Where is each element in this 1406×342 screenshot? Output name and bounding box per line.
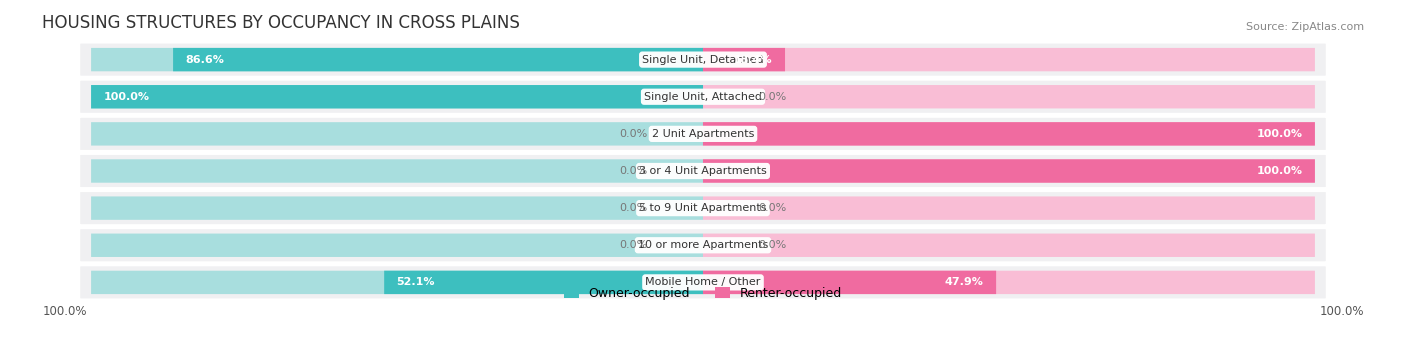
Text: 0.0%: 0.0% (620, 129, 648, 139)
FancyBboxPatch shape (91, 159, 703, 183)
Text: HOUSING STRUCTURES BY OCCUPANCY IN CROSS PLAINS: HOUSING STRUCTURES BY OCCUPANCY IN CROSS… (42, 14, 520, 32)
FancyBboxPatch shape (703, 85, 1315, 108)
FancyBboxPatch shape (703, 122, 1315, 146)
Text: 0.0%: 0.0% (758, 240, 786, 250)
FancyBboxPatch shape (703, 159, 1315, 183)
Text: 100.0%: 100.0% (1319, 305, 1364, 318)
Text: 100.0%: 100.0% (42, 305, 87, 318)
FancyBboxPatch shape (703, 48, 1315, 71)
Text: 13.4%: 13.4% (734, 55, 773, 65)
FancyBboxPatch shape (91, 85, 703, 108)
FancyBboxPatch shape (703, 271, 995, 294)
FancyBboxPatch shape (384, 271, 703, 294)
FancyBboxPatch shape (703, 159, 1315, 183)
Text: 2 Unit Apartments: 2 Unit Apartments (652, 129, 754, 139)
FancyBboxPatch shape (79, 154, 1327, 188)
Text: 100.0%: 100.0% (104, 92, 149, 102)
FancyBboxPatch shape (79, 191, 1327, 226)
FancyBboxPatch shape (703, 196, 1315, 220)
Text: 0.0%: 0.0% (758, 92, 786, 102)
Legend: Owner-occupied, Renter-occupied: Owner-occupied, Renter-occupied (564, 287, 842, 300)
FancyBboxPatch shape (79, 79, 1327, 114)
FancyBboxPatch shape (91, 122, 703, 146)
FancyBboxPatch shape (91, 196, 703, 220)
Text: Single Unit, Attached: Single Unit, Attached (644, 92, 762, 102)
FancyBboxPatch shape (91, 271, 703, 294)
Text: 10 or more Apartments: 10 or more Apartments (638, 240, 768, 250)
Text: 0.0%: 0.0% (620, 240, 648, 250)
Text: Single Unit, Detached: Single Unit, Detached (643, 55, 763, 65)
Text: 52.1%: 52.1% (396, 277, 434, 287)
Text: 47.9%: 47.9% (945, 277, 984, 287)
Text: 3 or 4 Unit Apartments: 3 or 4 Unit Apartments (640, 166, 766, 176)
Text: 100.0%: 100.0% (1257, 129, 1302, 139)
FancyBboxPatch shape (703, 234, 1315, 257)
FancyBboxPatch shape (173, 48, 703, 71)
Text: 0.0%: 0.0% (620, 166, 648, 176)
FancyBboxPatch shape (91, 48, 703, 71)
Text: 100.0%: 100.0% (1257, 166, 1302, 176)
Text: 86.6%: 86.6% (186, 55, 224, 65)
Text: Source: ZipAtlas.com: Source: ZipAtlas.com (1246, 22, 1364, 32)
FancyBboxPatch shape (91, 85, 703, 108)
Text: Mobile Home / Other: Mobile Home / Other (645, 277, 761, 287)
Text: 0.0%: 0.0% (620, 203, 648, 213)
FancyBboxPatch shape (79, 228, 1327, 263)
FancyBboxPatch shape (91, 234, 703, 257)
FancyBboxPatch shape (79, 116, 1327, 151)
Text: 5 to 9 Unit Apartments: 5 to 9 Unit Apartments (640, 203, 766, 213)
FancyBboxPatch shape (79, 265, 1327, 300)
FancyBboxPatch shape (703, 271, 1315, 294)
FancyBboxPatch shape (703, 48, 785, 71)
FancyBboxPatch shape (703, 122, 1315, 146)
FancyBboxPatch shape (79, 42, 1327, 77)
Text: 0.0%: 0.0% (758, 203, 786, 213)
